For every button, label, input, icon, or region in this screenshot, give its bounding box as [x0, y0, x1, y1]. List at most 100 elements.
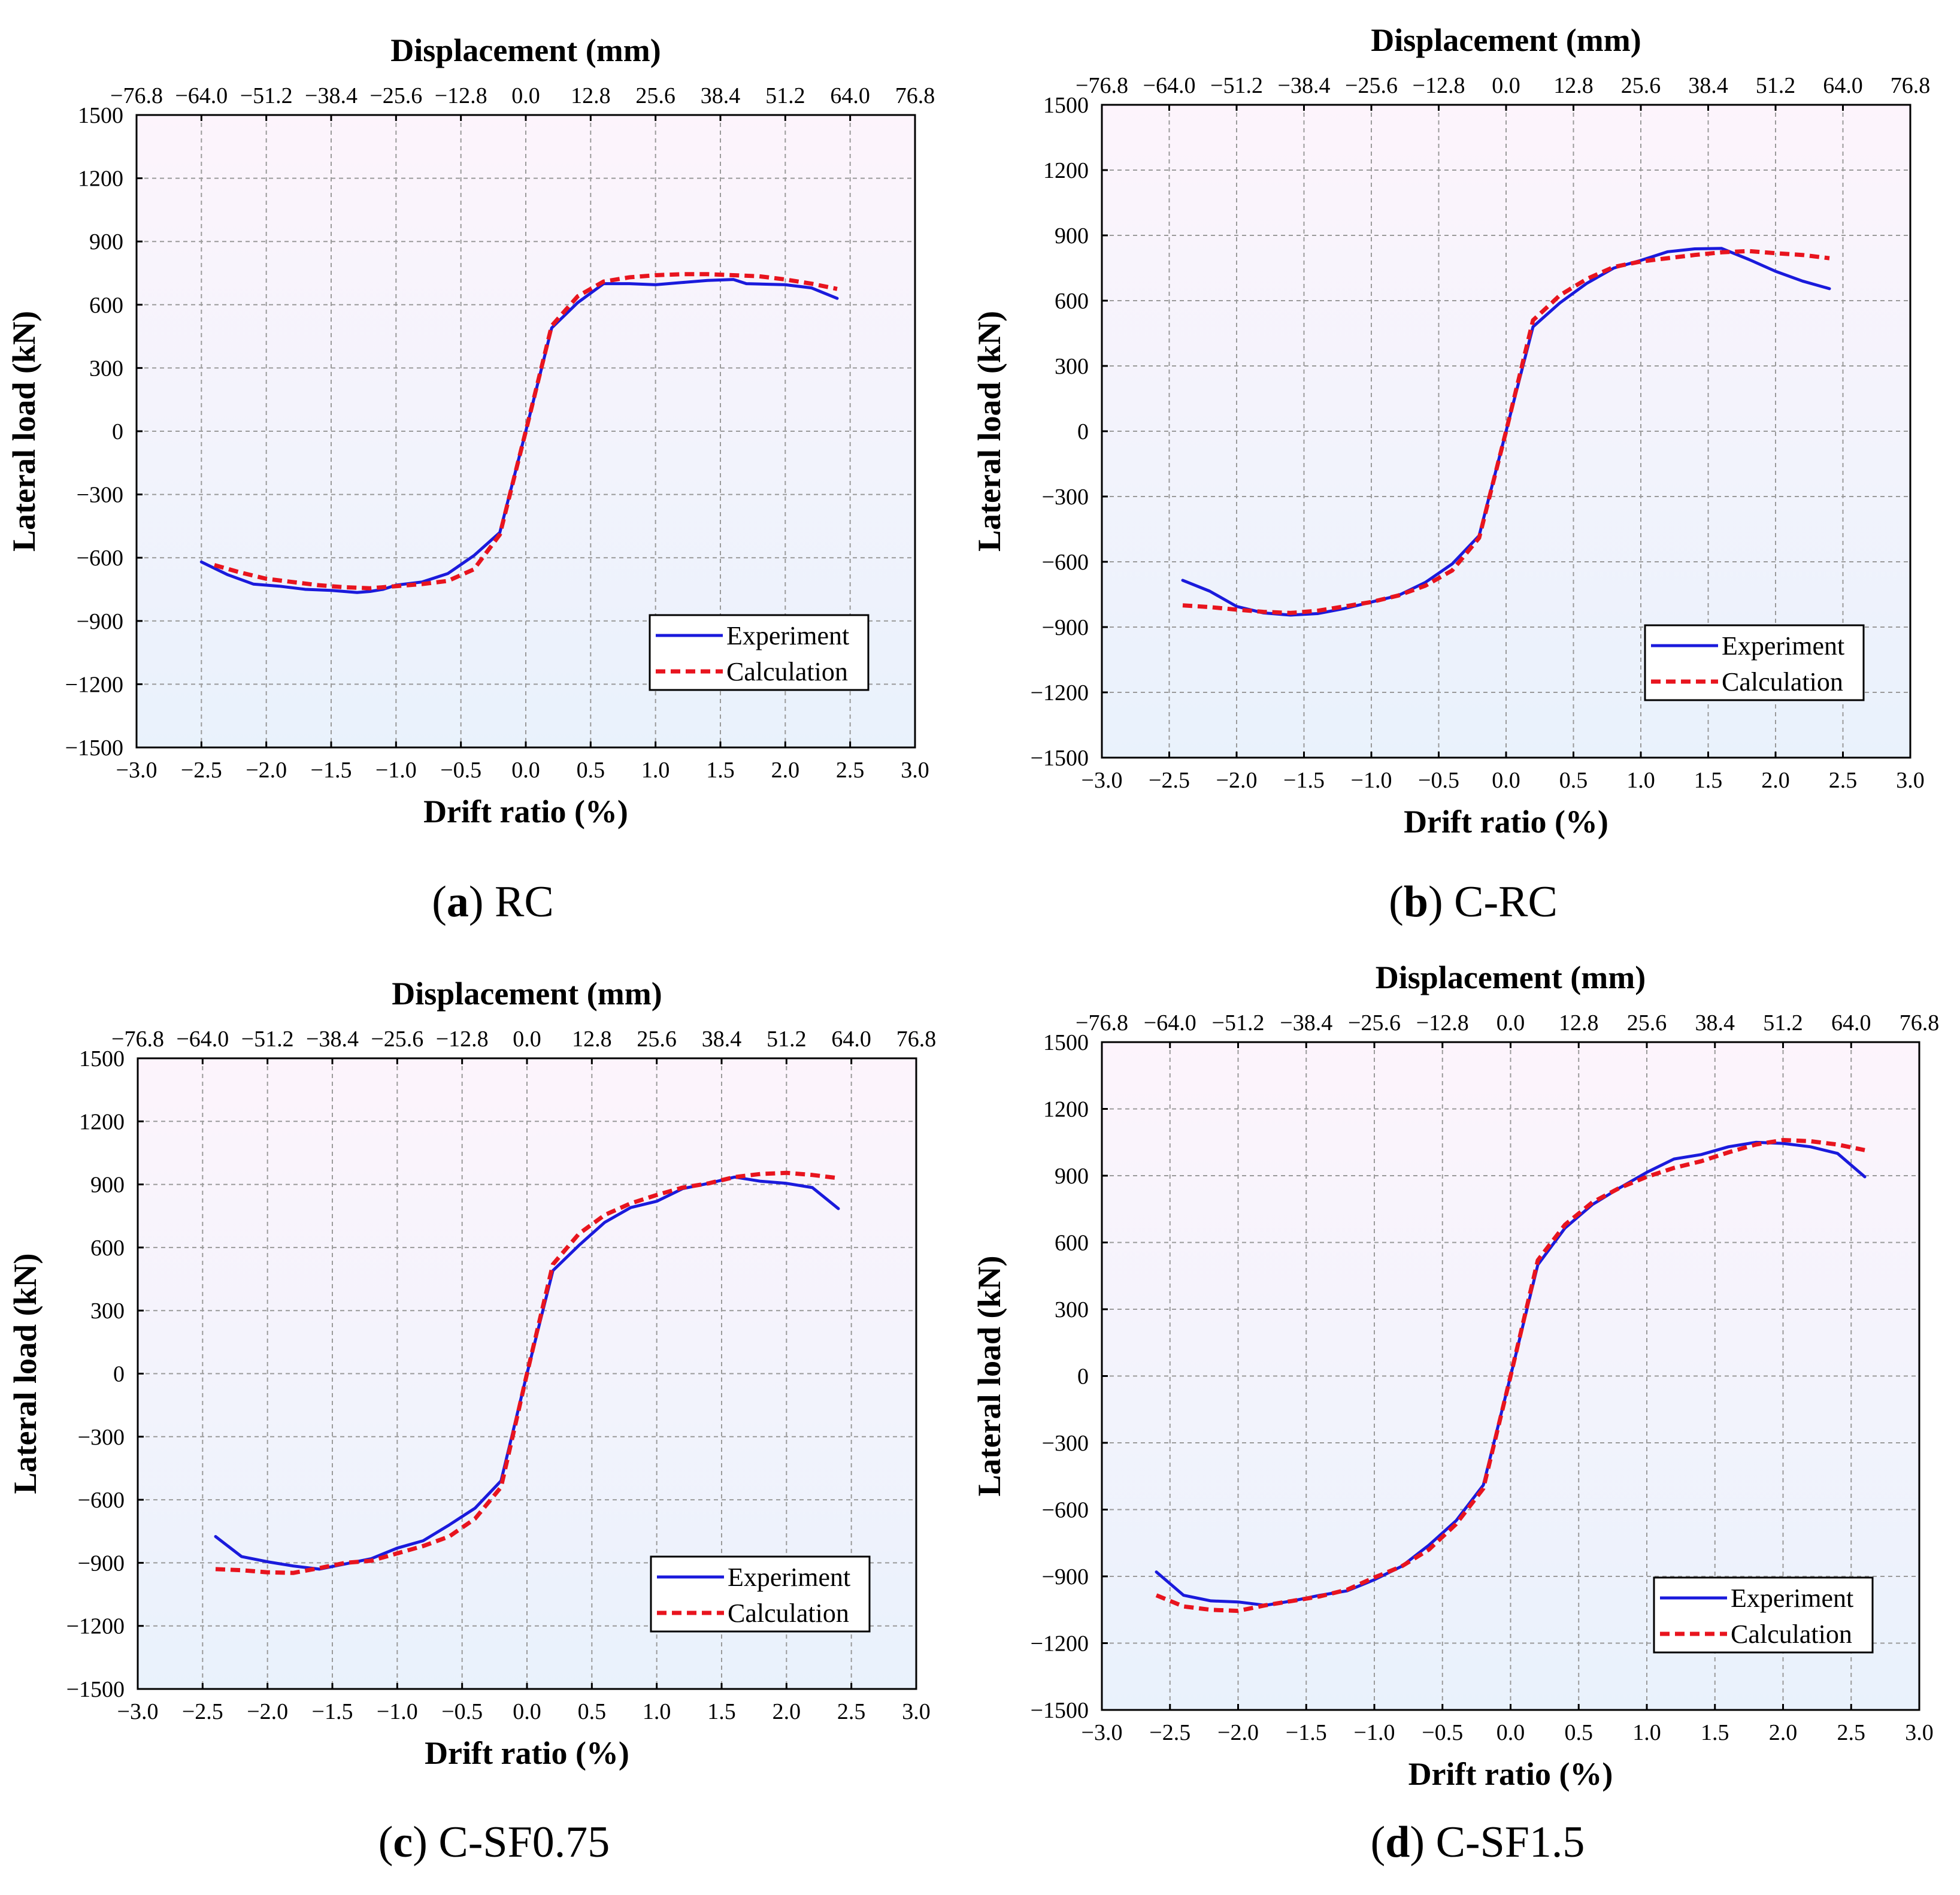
legend-calculation-label: Calculation — [728, 1599, 849, 1628]
x-axis-title: Drift ratio (%) — [1404, 804, 1608, 840]
y-tick-label: 300 — [89, 356, 123, 381]
caption-panel-name: C-RC — [1454, 877, 1558, 927]
x2-tick-label: −25.6 — [1345, 73, 1398, 98]
y-tick-label: −900 — [1042, 615, 1089, 640]
x-tick-label: 0.0 — [1496, 1720, 1525, 1745]
x2-tick-label: −38.4 — [1280, 1010, 1332, 1036]
x2-tick-label: 38.4 — [702, 1027, 742, 1052]
caption-letter: a — [447, 877, 469, 927]
x2-tick-label: −51.2 — [1210, 73, 1263, 98]
x2-tick-label: −25.6 — [371, 1027, 423, 1052]
legend: Experiment Calculation — [1644, 624, 1865, 701]
chart-panel-a: −3.0 −2.5 −2.0 −1.5 −1.0 −0.5 0.0 0.5 1.0 1.5 2.0 2… — [6, 32, 935, 927]
x-tick-label: 0.5 — [577, 758, 605, 783]
x2-tick-label: −64.0 — [176, 1027, 229, 1052]
panel-caption: (b) C-RC — [1389, 877, 1558, 927]
y-tick-label: 0 — [1077, 1364, 1089, 1390]
x2-tick-label: 0.0 — [511, 83, 540, 108]
x2-axis-title: Displacement (mm) — [1376, 959, 1646, 995]
plot-frame — [1101, 1041, 1920, 1711]
caption-letter: c — [393, 1818, 413, 1867]
x-tick-label: −2.0 — [247, 1699, 288, 1724]
x-tick-label: 1.0 — [641, 758, 670, 783]
chart-panel-d: −3.0 −2.5 −2.0 −1.5 −1.0 −0.5 0.0 0.5 1.0 1.5 2.0 2… — [971, 959, 1939, 1867]
x-tick-label: −3.0 — [1082, 768, 1123, 793]
x-tick-label: 2.5 — [836, 758, 865, 783]
caption-paren-open: ( — [432, 877, 447, 927]
x-tick-label: 2.5 — [837, 1699, 866, 1724]
plot-frame — [137, 1057, 917, 1690]
x-tick-label: 0.0 — [513, 1699, 541, 1724]
x-tick-label: 2.0 — [771, 758, 800, 783]
y-tick-label: −600 — [78, 1488, 125, 1513]
y-tick-label: 0 — [113, 1362, 125, 1387]
caption-panel-name: C-SF1.5 — [1436, 1818, 1585, 1867]
y-tick-label: −1500 — [65, 735, 123, 761]
y-tick-label: 1500 — [1043, 93, 1089, 118]
x2-tick-label: −12.8 — [436, 1027, 489, 1052]
x2-tick-label: 25.6 — [1627, 1010, 1667, 1036]
x2-tick-label: 12.8 — [572, 1027, 612, 1052]
y-tick-label: 900 — [1055, 223, 1089, 249]
x-tick-label: 1.5 — [1701, 1720, 1729, 1745]
x-tick-label: −1.0 — [1354, 1720, 1395, 1745]
y-tick-label: 900 — [90, 1173, 125, 1198]
y-tick-label: 1500 — [78, 103, 123, 128]
x-tick-label: −2.5 — [1149, 1720, 1190, 1745]
y-tick-label: 1200 — [78, 167, 123, 192]
x-tick-label: −2.0 — [1216, 768, 1258, 793]
y-tick-label: −1500 — [1031, 746, 1089, 771]
caption-paren-close: ) — [1428, 877, 1454, 927]
x2-tick-label: 38.4 — [1688, 73, 1728, 98]
x-tick-label: −0.5 — [1418, 768, 1459, 793]
y-tick-label: 600 — [90, 1236, 125, 1261]
x-tick-label: −3.0 — [117, 1699, 159, 1724]
y-tick-label: 0 — [112, 419, 123, 444]
y-tick-label: 600 — [1055, 289, 1089, 314]
x2-tick-label: 51.2 — [765, 83, 805, 108]
x-tick-label: 3.0 — [1905, 1720, 1934, 1745]
panel-caption: (d) C-SF1.5 — [1371, 1818, 1585, 1867]
y-tick-label: −900 — [1042, 1564, 1089, 1590]
x-tick-label: 1.0 — [643, 1699, 671, 1724]
x2-tick-label: −25.6 — [1348, 1010, 1401, 1036]
y-tick-label: −900 — [78, 1551, 125, 1576]
x-tick-label: 2.0 — [773, 1699, 801, 1724]
caption-paren-open: ( — [378, 1818, 393, 1867]
x2-tick-label: 12.8 — [571, 83, 611, 108]
x2-tick-label: −12.8 — [1413, 73, 1465, 98]
x2-tick-label: 25.6 — [1621, 73, 1661, 98]
x-tick-label: −0.5 — [441, 1699, 483, 1724]
x2-tick-label: −12.8 — [1416, 1010, 1469, 1036]
caption-letter: d — [1385, 1818, 1410, 1867]
legend-experiment-label: Experiment — [1731, 1584, 1853, 1613]
x-tick-label: −2.5 — [182, 1699, 223, 1724]
x2-tick-label: 25.6 — [635, 83, 675, 108]
x2-tick-label: −76.8 — [1076, 1010, 1128, 1036]
x2-tick-label: −51.2 — [240, 83, 293, 108]
x-tick-label: 3.0 — [1896, 768, 1925, 793]
experiment-series-line — [199, 278, 839, 594]
y-tick-label: −600 — [77, 546, 123, 571]
chart-panel-b: −3.0 −2.5 −2.0 −1.5 −1.0 −0.5 0.0 0.5 1.0 1.5 2.0 2… — [971, 22, 1930, 927]
x2-tick-label: 0.0 — [513, 1027, 541, 1052]
y-tick-label: 600 — [89, 293, 123, 318]
y-tick-label: −1200 — [1031, 680, 1089, 706]
x2-tick-label: −38.4 — [306, 1027, 359, 1052]
legend: Experiment Calculation — [1653, 1576, 1874, 1654]
caption-paren-close: ) — [469, 877, 495, 927]
x-tick-label: 1.0 — [1626, 768, 1655, 793]
x-tick-label: −1.5 — [1283, 768, 1325, 793]
y-tick-label: 1200 — [1043, 158, 1089, 183]
x2-tick-label: 25.6 — [637, 1027, 677, 1052]
x-tick-label: −2.0 — [246, 758, 287, 783]
x-tick-label: 0.5 — [578, 1699, 607, 1724]
y-tick-label: 1500 — [1043, 1030, 1089, 1055]
y-axis-title: Lateral load (kN) — [7, 1254, 43, 1494]
y-tick-label: 900 — [1055, 1164, 1089, 1189]
x2-tick-label: −38.4 — [305, 83, 358, 108]
caption-paren-open: ( — [1371, 1818, 1386, 1867]
x-tick-label: −1.5 — [1286, 1720, 1327, 1745]
